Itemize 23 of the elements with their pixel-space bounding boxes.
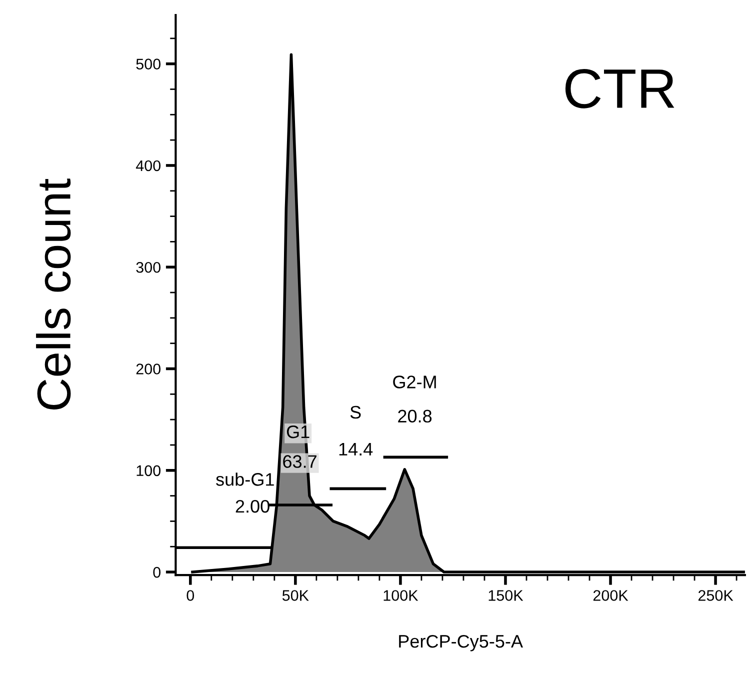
- y-axis-title: Cells count: [36, 178, 71, 410]
- annotation: sub-G1: [216, 472, 274, 486]
- annotation: 14.4: [339, 443, 373, 456]
- annotation: G1: [286, 425, 310, 438]
- x-tick-label: 200K: [593, 590, 628, 601]
- annotation: S: [350, 406, 361, 419]
- y-tick-label: 500: [136, 58, 161, 70]
- y-tick-label: 300: [136, 262, 161, 273]
- y-tick-label: 100: [136, 465, 161, 476]
- y-tick-label: 0: [153, 566, 160, 578]
- annotation: G2-M: [393, 376, 436, 388]
- x-tick-label: 100K: [384, 590, 418, 601]
- x-tick-label: 250K: [698, 590, 734, 601]
- x-tick-label: 50K: [282, 590, 309, 601]
- annotation: CTR: [565, 69, 674, 108]
- y-tick-label: 400: [136, 160, 161, 172]
- x-tick-label: 150K: [488, 590, 524, 601]
- annotation: 63.7: [283, 455, 316, 468]
- x-axis-title: PerCP-Cy5-5-A: [399, 634, 523, 652]
- x-tick-label: 0: [186, 590, 194, 601]
- annotation: 20.8: [398, 410, 432, 423]
- y-tick-label: 200: [136, 364, 161, 374]
- annotation: 2.00: [236, 500, 270, 513]
